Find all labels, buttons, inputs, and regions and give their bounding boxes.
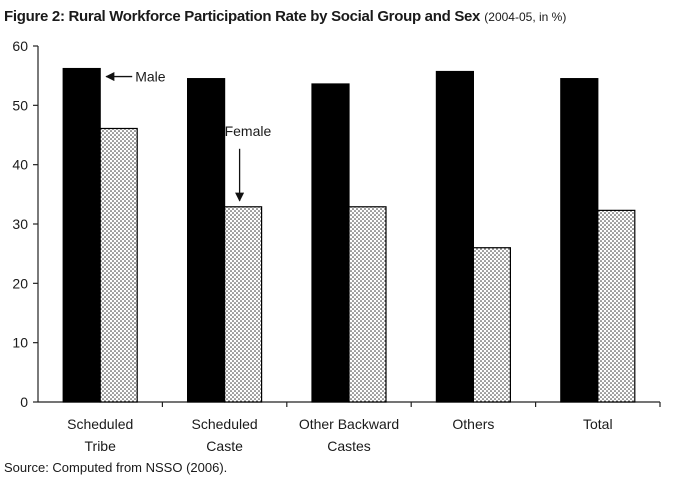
chart-title-main: Figure 2: Rural Workforce Participation … xyxy=(4,8,481,25)
x-tick-label: Castes xyxy=(327,438,371,454)
x-tick-label: Scheduled xyxy=(192,416,258,432)
y-tick-label: 20 xyxy=(12,275,28,291)
female-annotation-label: Female xyxy=(225,123,272,139)
bar-female-4 xyxy=(597,209,636,403)
bar-male-0 xyxy=(62,67,101,403)
y-tick-label: 50 xyxy=(12,97,28,113)
bar-male-4 xyxy=(560,78,599,403)
y-tick-label: 60 xyxy=(12,38,28,54)
bar-female-1 xyxy=(224,206,263,403)
axis-labels: 0 10 20 30 40 50 60 Scheduled Tribe Scheduled Cast… xyxy=(12,38,612,454)
bar-female-2 xyxy=(348,206,387,403)
x-tick-label: Total xyxy=(583,416,613,432)
y-tick-label: 10 xyxy=(12,335,28,351)
bar-female-0 xyxy=(99,127,138,403)
y-tick-label: 0 xyxy=(20,394,28,410)
chart-title: Figure 2: Rural Workforce Participation … xyxy=(4,8,566,25)
bar-male-1 xyxy=(187,78,226,403)
x-tick-label: Tribe xyxy=(85,438,117,454)
x-tick-label: Scheduled xyxy=(67,416,133,432)
male-annotation-label: Male xyxy=(135,69,166,85)
x-tick-label: Caste xyxy=(206,438,243,454)
annotations: Male Female xyxy=(105,69,272,202)
y-tick-label: 30 xyxy=(12,216,28,232)
y-tick-label: 40 xyxy=(12,157,28,173)
bar-female-3 xyxy=(472,247,511,403)
bar-male-3 xyxy=(435,70,474,403)
x-tick-label: Others xyxy=(452,416,494,432)
x-tick-label: Other Backward xyxy=(299,416,399,432)
bars xyxy=(62,67,636,403)
source-note: Source: Computed from NSSO (2006). xyxy=(4,460,228,475)
bar-male-2 xyxy=(311,83,350,403)
chart-subtitle: (2004-05, in %) xyxy=(484,10,567,24)
